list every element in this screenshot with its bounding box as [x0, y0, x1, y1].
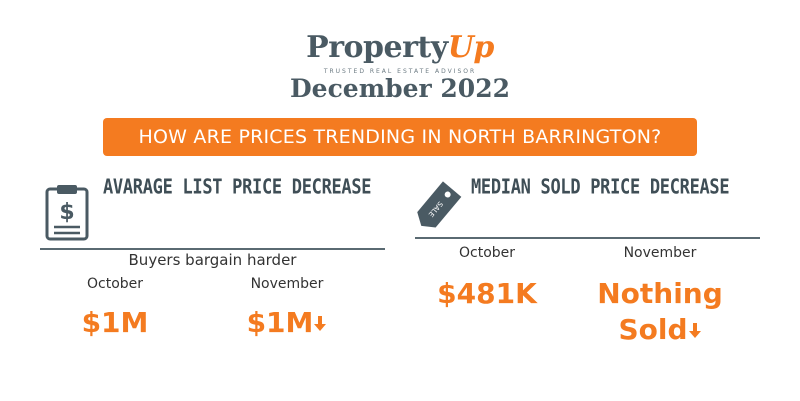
- list-price-month-november: November: [250, 276, 324, 292]
- sold-price-title: MEDIAN SOLD PRICE DECREASE: [471, 176, 730, 200]
- sold-price-month-november: November: [623, 245, 697, 261]
- sold-price-october-value: $481K: [437, 277, 537, 310]
- brand-name-accent: Up: [447, 30, 495, 65]
- sold-price-november-line2: Sold: [618, 313, 688, 346]
- list-price-october-value: $1M: [81, 306, 149, 339]
- brand-name: Property: [306, 30, 448, 65]
- sold-price-november-line2-group: Sold: [575, 312, 745, 348]
- sold-price-divider: [415, 237, 760, 239]
- sold-price-november-line1: Nothing: [597, 277, 723, 310]
- clipboard-dollar-icon: $: [45, 185, 89, 241]
- down-arrow-icon: [314, 316, 327, 331]
- sold-price-november-value: Nothing Sold: [575, 276, 745, 348]
- list-price-divider: [40, 248, 385, 250]
- brand-tagline: TRUSTED REAL ESTATE ADVISOR: [323, 68, 477, 75]
- list-price-title: AVARAGE LIST PRICE DECREASE: [103, 176, 372, 200]
- sale-tag-icon: SALE: [417, 181, 462, 228]
- list-price-november-value: $1M: [246, 306, 314, 339]
- down-arrow-icon: [688, 323, 701, 338]
- list-price-subtitle: Buyers bargain harder: [128, 251, 297, 269]
- list-price-november-value-group: $1M: [217, 306, 357, 339]
- report-date: December 2022: [289, 74, 510, 103]
- headline-banner: HOW ARE PRICES TRENDING IN NORTH BARRING…: [103, 118, 697, 156]
- sold-price-month-october: October: [458, 245, 516, 261]
- svg-text:$: $: [59, 200, 74, 225]
- list-price-month-october: October: [86, 276, 144, 292]
- brand-logo: PropertyUp: [0, 30, 800, 65]
